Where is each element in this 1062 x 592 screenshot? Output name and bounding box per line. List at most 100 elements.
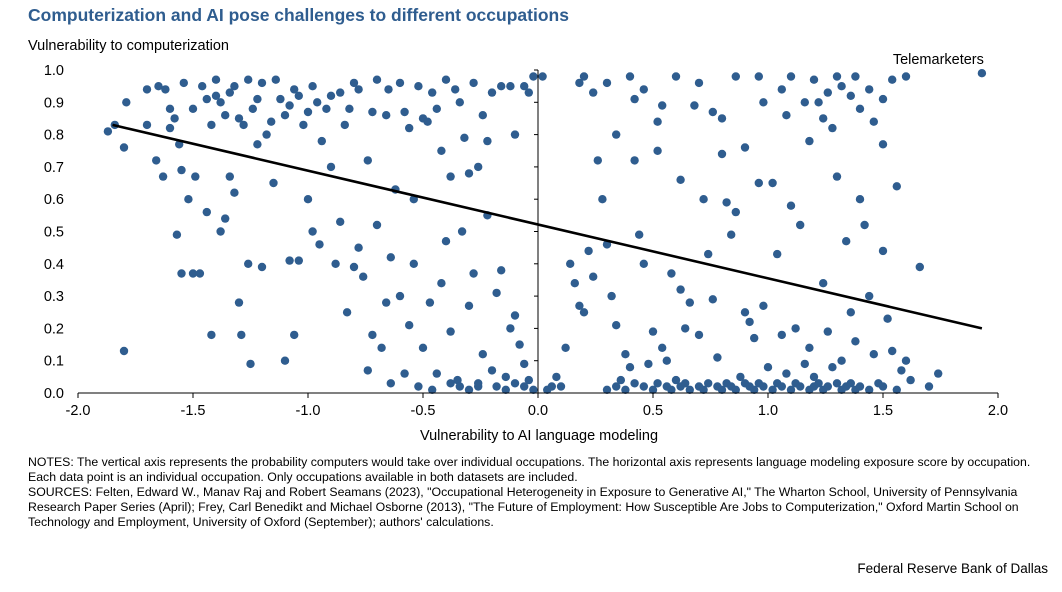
data-point: [368, 330, 377, 340]
data-point: [759, 301, 768, 310]
data-point: [759, 382, 768, 391]
data-point: [349, 78, 359, 88]
data-point: [782, 369, 791, 378]
data-point: [855, 195, 865, 204]
y-tick-label: 0.6: [44, 192, 64, 208]
data-point: [768, 178, 777, 188]
data-point: [800, 359, 809, 369]
data-point: [225, 172, 234, 181]
data-point: [285, 256, 294, 265]
y-tick-label: 0.7: [44, 160, 64, 176]
data-point: [754, 72, 763, 81]
data-point: [768, 385, 777, 394]
data-point: [363, 156, 372, 165]
data-point: [750, 333, 759, 343]
data-point: [294, 256, 303, 265]
data-point: [731, 385, 740, 394]
data-point: [237, 330, 246, 340]
data-point: [846, 91, 855, 101]
data-point: [639, 85, 648, 94]
data-point: [722, 198, 731, 207]
data-point: [188, 104, 198, 114]
data-point: [464, 301, 474, 310]
data-point: [382, 298, 391, 307]
data-point: [612, 130, 621, 139]
data-point: [221, 111, 230, 120]
data-point: [865, 85, 874, 94]
data-point: [271, 75, 280, 84]
data-point: [579, 72, 589, 81]
data-point: [589, 88, 598, 97]
data-point: [717, 385, 727, 394]
data-point: [865, 385, 874, 394]
data-point: [828, 363, 837, 372]
data-point: [336, 88, 345, 97]
y-tick-label: 0.8: [44, 128, 64, 144]
data-point: [198, 82, 207, 91]
data-point: [878, 246, 888, 256]
data-point: [492, 382, 501, 391]
data-point: [579, 308, 589, 317]
data-point: [607, 291, 616, 301]
data-point: [791, 324, 800, 333]
data-point: [524, 375, 533, 385]
data-point: [492, 288, 501, 298]
data-point: [740, 308, 750, 317]
data-point: [446, 327, 455, 336]
data-point: [897, 366, 906, 375]
data-point: [708, 295, 717, 304]
data-point: [658, 343, 667, 352]
data-point: [727, 230, 736, 239]
data-point: [648, 385, 658, 394]
data-point: [556, 382, 566, 391]
data-point: [685, 385, 694, 394]
data-point: [453, 375, 462, 385]
scatter-chart: -2.0 -1.5 -1.0 -0.5 0.0 0.5 1.0 1.5 2.0 0.0 0.1 0.2…: [44, 52, 1008, 419]
data-point: [457, 227, 467, 236]
data-point: [469, 78, 478, 88]
data-point: [883, 314, 892, 323]
data-point: [474, 379, 483, 388]
data-point: [934, 369, 943, 378]
sources-text: SOURCES: Felten, Edward W., Manav Raj an…: [28, 485, 1019, 529]
data-point: [179, 78, 188, 88]
data-point: [653, 379, 662, 388]
data-point: [294, 91, 303, 101]
data-point: [777, 85, 786, 94]
data-point: [713, 353, 722, 362]
data-point: [763, 363, 773, 372]
data-point: [809, 75, 819, 84]
data-point: [368, 107, 377, 117]
data-point: [460, 133, 469, 142]
notes-text: NOTES: The vertical axis represents the …: [28, 455, 1031, 484]
data-point: [832, 379, 842, 388]
data-point: [547, 382, 556, 391]
x-tick-label: -0.5: [411, 403, 436, 419]
data-point: [561, 343, 570, 352]
data-point: [520, 359, 529, 369]
data-point: [878, 140, 888, 149]
data-point: [152, 156, 161, 165]
data-point: [326, 91, 336, 101]
data-point: [253, 140, 262, 149]
data-point: [819, 279, 828, 288]
data-point: [635, 230, 644, 239]
data-point: [372, 75, 382, 84]
data-point: [805, 343, 814, 352]
data-point: [142, 120, 152, 130]
data-point: [892, 385, 901, 394]
data-point: [814, 98, 823, 107]
x-tick-label: 1.5: [873, 403, 893, 419]
data-point: [699, 385, 708, 394]
data-point: [819, 114, 828, 123]
data-point: [639, 259, 648, 268]
data-point: [276, 94, 285, 104]
data-point: [855, 104, 865, 114]
data-point: [400, 369, 409, 378]
data-point: [165, 123, 175, 133]
data-point: [405, 321, 414, 330]
data-point: [736, 372, 745, 382]
data-point: [158, 172, 168, 181]
data-point: [345, 104, 354, 114]
data-point: [322, 104, 331, 114]
